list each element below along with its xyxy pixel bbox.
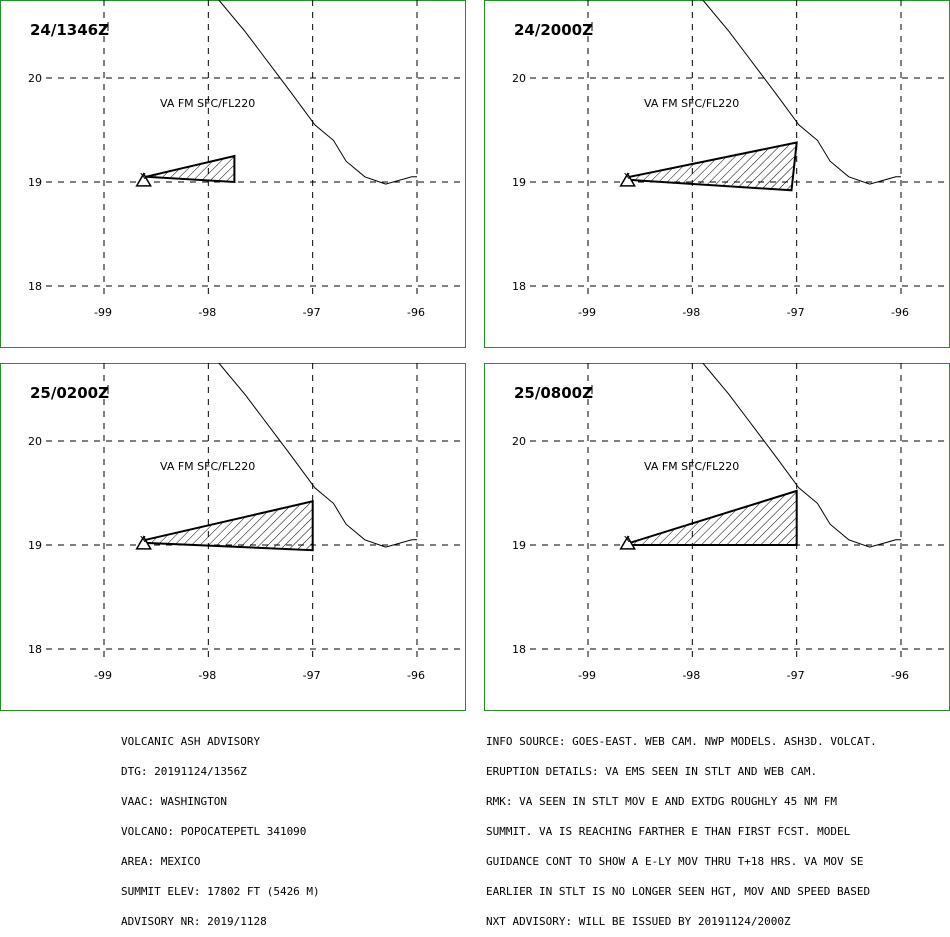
advisory-details-right: INFO SOURCE: GOES-EAST. WEB CAM. NWP MOD… bbox=[486, 717, 877, 937]
lat-tick-label: 20 bbox=[28, 435, 42, 448]
advisory-line: VOLCANO: POPOCATEPETL 341090 bbox=[121, 825, 307, 838]
lon-tick-label: -98 bbox=[198, 669, 216, 682]
flight-level-label: VA FM SFC/FL220 bbox=[160, 460, 255, 473]
lon-tick-label: -97 bbox=[303, 306, 321, 319]
map-canvas: x 25/0800Z VA FM SFC/FL220 20 19 18 -99 -98 -97 -… bbox=[484, 363, 950, 711]
lat-tick-label: 20 bbox=[512, 435, 526, 448]
lon-tick-label: -98 bbox=[198, 306, 216, 319]
lon-tick-label: -96 bbox=[407, 669, 425, 682]
lat-tick-label: 20 bbox=[28, 72, 42, 85]
coastline bbox=[218, 363, 417, 548]
lon-tick-label: -96 bbox=[407, 306, 425, 319]
advisory-line: DTG: 20191124/1356Z bbox=[121, 765, 247, 778]
advisory-line: EARLIER IN STLT IS NO LONGER SEEN HGT, M… bbox=[486, 885, 871, 898]
advisory-line: VAAC: WASHINGTON bbox=[121, 795, 227, 808]
valid-time-label: 25/0200Z bbox=[30, 384, 109, 402]
lat-tick-label: 18 bbox=[512, 280, 526, 293]
advisory-line: SUMMIT. VA IS REACHING FARTHER E THAN FI… bbox=[486, 825, 851, 838]
advisory-line: RMK: VA SEEN IN STLT MOV E AND EXTDG ROU… bbox=[486, 795, 837, 808]
lat-tick-label: 18 bbox=[28, 280, 42, 293]
lat-tick-label: 19 bbox=[512, 176, 526, 189]
flight-level-label: VA FM SFC/FL220 bbox=[644, 97, 739, 110]
lon-tick-label: -97 bbox=[787, 669, 805, 682]
lon-tick-label: -97 bbox=[787, 306, 805, 319]
valid-time-label: 25/0800Z bbox=[514, 384, 593, 402]
lat-tick-label: 20 bbox=[512, 72, 526, 85]
lat-tick-label: 18 bbox=[28, 643, 42, 656]
lat-tick-label: 19 bbox=[28, 539, 42, 552]
advisory-line: ERUPTION DETAILS: VA EMS SEEN IN STLT AN… bbox=[486, 765, 818, 778]
lat-tick-label: 19 bbox=[512, 539, 526, 552]
ash-cloud-polygon bbox=[145, 154, 236, 184]
valid-time-label: 24/2000Z bbox=[514, 21, 593, 39]
coastline bbox=[702, 0, 901, 185]
volcano-icon bbox=[135, 172, 152, 187]
lon-tick-label: -99 bbox=[94, 306, 112, 319]
ash-map-panel-2: x 24/2000Z VA FM SFC/FL220 20 19 18 -99 -98 -97 -… bbox=[484, 0, 950, 348]
volcano-x-icon: x bbox=[140, 169, 147, 182]
volcano-x-icon: x bbox=[624, 169, 631, 182]
volcano-x-icon: x bbox=[624, 532, 631, 545]
volcano-icon bbox=[135, 535, 152, 550]
volcano-icon bbox=[619, 535, 636, 550]
ash-map-panel-3: x 25/0200Z VA FM SFC/FL220 20 19 18 -99 -98 -97 -… bbox=[0, 363, 466, 711]
map-canvas: x 24/1346Z VA FM SFC/FL220 20 19 18 -99 -98 -97 -… bbox=[0, 0, 466, 348]
lon-tick-label: -98 bbox=[682, 669, 700, 682]
advisory-line: VOLCANIC ASH ADVISORY bbox=[121, 735, 261, 748]
advisory-line: GUIDANCE CONT TO SHOW A E-LY MOV THRU T+… bbox=[486, 855, 864, 868]
advisory-line: NXT ADVISORY: WILL BE ISSUED BY 20191124… bbox=[486, 915, 791, 928]
lat-tick-label: 19 bbox=[28, 176, 42, 189]
coastline bbox=[702, 363, 901, 548]
advisory-line: ADVISORY NR: 2019/1128 bbox=[121, 915, 267, 928]
lon-tick-label: -99 bbox=[578, 669, 596, 682]
lon-tick-label: -98 bbox=[682, 306, 700, 319]
volcano-icon bbox=[619, 172, 636, 187]
advisory-line: SUMMIT ELEV: 17802 FT (5426 M) bbox=[121, 885, 320, 898]
lon-tick-label: -96 bbox=[891, 669, 909, 682]
advisory-line: AREA: MEXICO bbox=[121, 855, 201, 868]
lat-tick-label: 18 bbox=[512, 643, 526, 656]
advisory-line: INFO SOURCE: GOES-EAST. WEB CAM. NWP MOD… bbox=[486, 735, 877, 748]
ash-map-panel-4: x 25/0800Z VA FM SFC/FL220 20 19 18 -99 -98 -97 -… bbox=[484, 363, 950, 711]
advisory-header-left: VOLCANIC ASH ADVISORY DTG: 20191124/1356… bbox=[121, 717, 320, 937]
lon-tick-label: -96 bbox=[891, 306, 909, 319]
map-canvas: x 25/0200Z VA FM SFC/FL220 20 19 18 -99 -98 -97 -… bbox=[0, 363, 466, 711]
flight-level-label: VA FM SFC/FL220 bbox=[644, 460, 739, 473]
map-canvas: x 24/2000Z VA FM SFC/FL220 20 19 18 -99 -98 -97 -… bbox=[484, 0, 950, 348]
volcano-x-icon: x bbox=[140, 532, 147, 545]
flight-level-label: VA FM SFC/FL220 bbox=[160, 97, 255, 110]
coastline bbox=[218, 0, 417, 185]
ash-map-panel-1: x 24/1346Z VA FM SFC/FL220 20 19 18 -99 -98 -97 -… bbox=[0, 0, 466, 348]
lon-tick-label: -97 bbox=[303, 669, 321, 682]
valid-time-label: 24/1346Z bbox=[30, 21, 109, 39]
lon-tick-label: -99 bbox=[94, 669, 112, 682]
lon-tick-label: -99 bbox=[578, 306, 596, 319]
